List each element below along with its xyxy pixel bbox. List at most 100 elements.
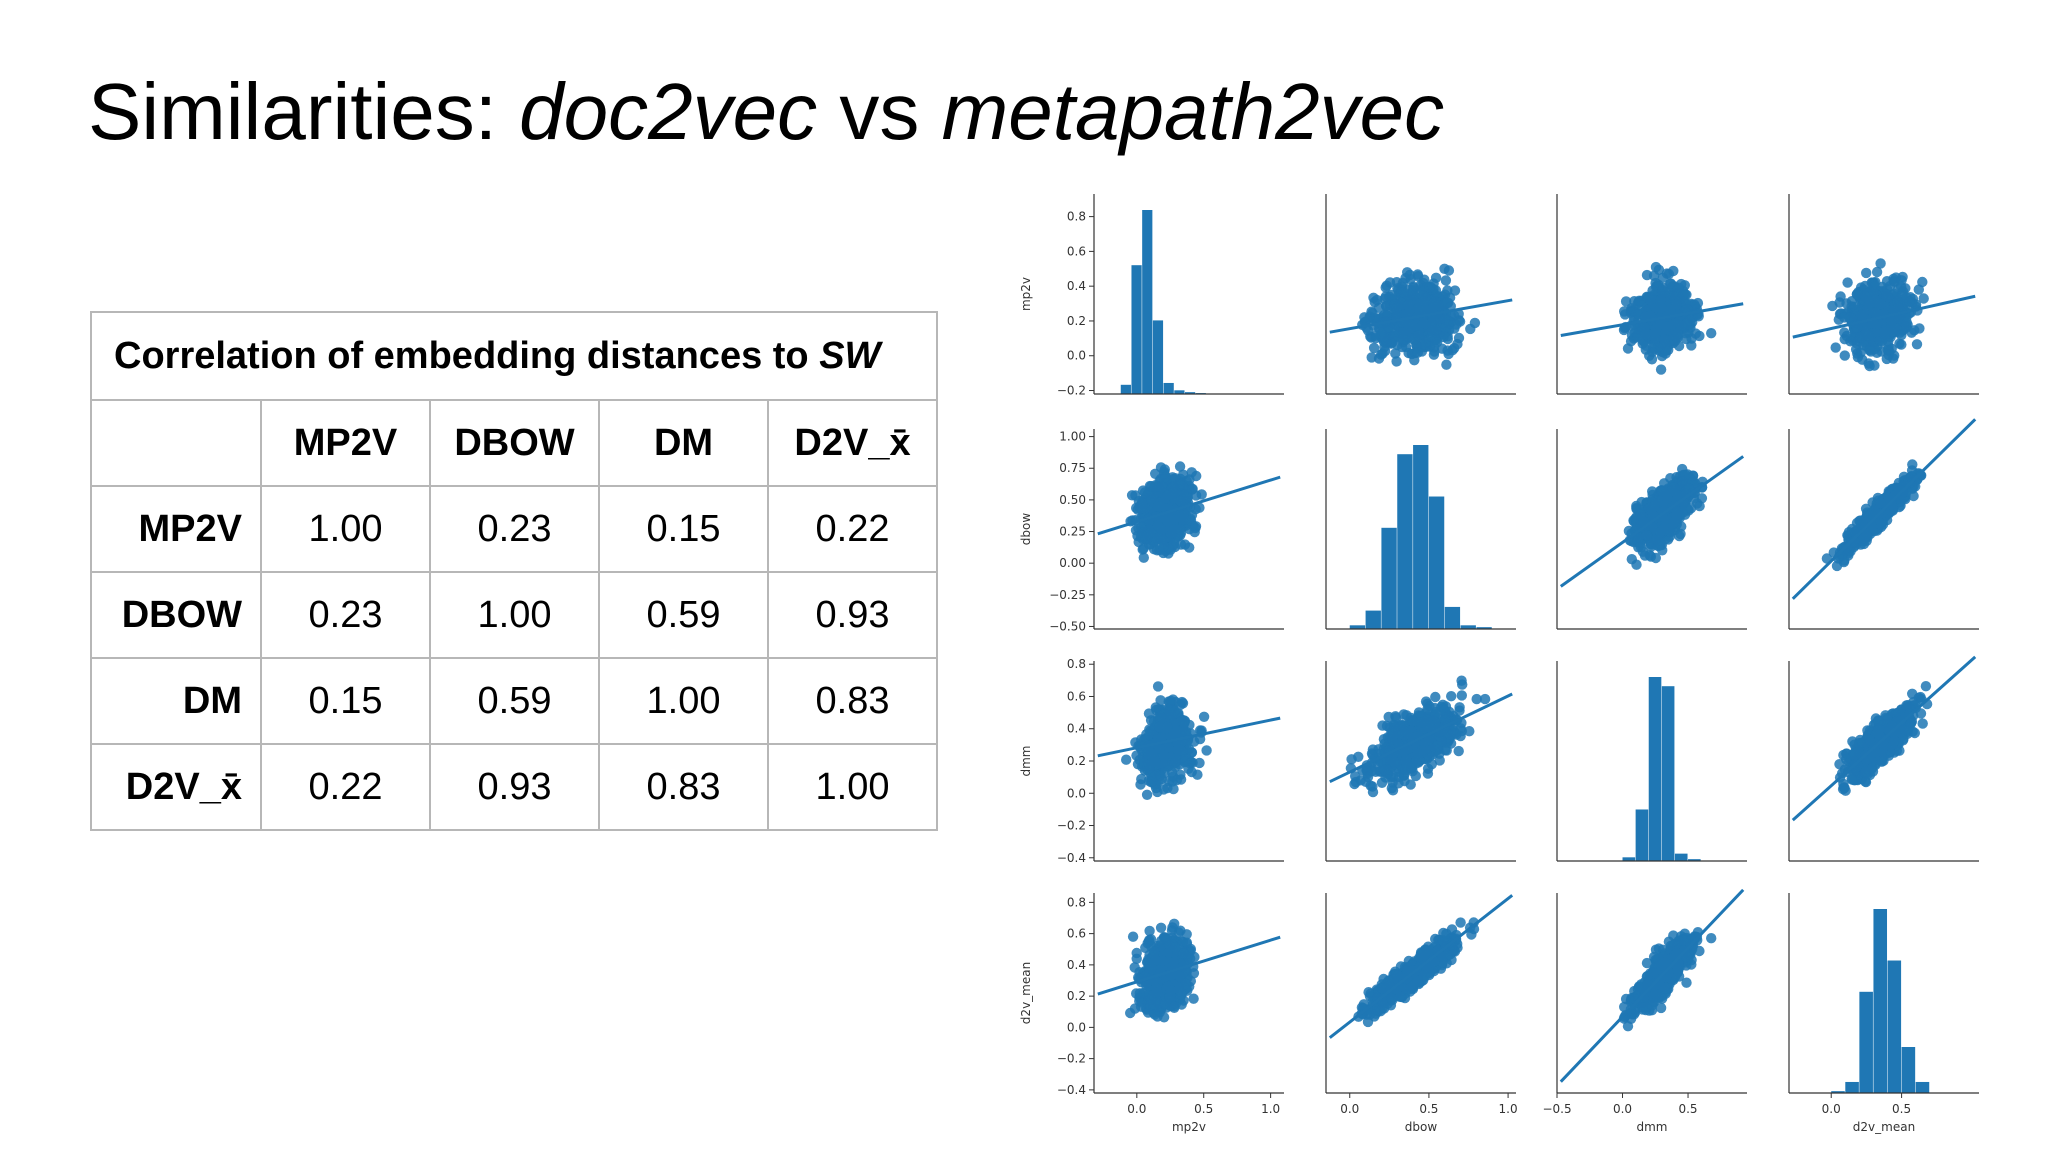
histogram-bar: [1397, 454, 1413, 629]
table-caption: Correlation of embedding distances to SW: [89, 311, 939, 401]
correlation-table: Correlation of embedding distances to SW…: [89, 311, 939, 831]
row-header: DBOW: [90, 571, 262, 659]
scatter-point: [1172, 744, 1184, 755]
histogram-bar: [1349, 625, 1366, 629]
scatter-point: [1431, 740, 1443, 752]
scatter-point: [1830, 342, 1841, 353]
y-tick-label: 0.0: [1067, 349, 1086, 363]
scatter-point: [1368, 342, 1380, 354]
scatter-point: [1858, 340, 1869, 351]
scatter-point: [1442, 345, 1453, 356]
scatter-point: [1881, 353, 1892, 365]
scatter-point: [1384, 277, 1396, 288]
panel-dmm-vs-d2v_mean: [1788, 655, 1979, 862]
scatter-point: [1390, 712, 1402, 723]
y-tick-label: 0.4: [1067, 279, 1086, 293]
y-tick-label: 0.4: [1067, 722, 1086, 736]
scatter-point: [1897, 735, 1909, 746]
scatter-point: [1881, 289, 1892, 300]
histogram-bar: [1635, 809, 1649, 861]
scatter-point: [1405, 779, 1416, 790]
scatter-points: [1125, 918, 1200, 1023]
scatter-point: [1167, 776, 1178, 787]
scatter-point: [1390, 348, 1401, 359]
scatter-point: [1135, 779, 1146, 790]
scatter-point: [1430, 272, 1442, 283]
table-cell: 0.93: [429, 743, 600, 831]
scatter-point: [1138, 552, 1149, 563]
scatter-point: [1359, 312, 1370, 323]
y-axis-label: mp2v: [1019, 277, 1033, 311]
regression-line: [1329, 692, 1513, 784]
scatter-point: [1875, 298, 1886, 310]
scatter-point: [1649, 328, 1660, 339]
scatter-point: [1641, 269, 1653, 281]
scatter-point: [1881, 276, 1893, 287]
scatter-point: [1693, 311, 1704, 322]
table-corner-cell: [90, 399, 262, 487]
scatter-point: [1895, 281, 1907, 292]
scatter-point: [1465, 323, 1476, 335]
scatter-point: [1663, 319, 1674, 330]
pairplot-chart: −0.20.00.20.40.60.8mp2v−0.50−0.250.000.2…: [1019, 194, 1979, 1134]
scatter-point: [1633, 295, 1645, 306]
scatter-point: [1139, 487, 1151, 498]
y-tick-label: −0.4: [1057, 851, 1086, 865]
scatter-point: [1389, 722, 1401, 733]
column-header: MP2V: [260, 399, 431, 487]
title-vs: vs: [817, 67, 942, 156]
column-header: DBOW: [429, 399, 600, 487]
scatter-point: [1176, 696, 1188, 708]
scatter-point: [1360, 776, 1371, 787]
scatter-point: [1641, 340, 1652, 351]
panel-dbow-vs-dmm: [1556, 429, 1747, 630]
table-cell: 0.15: [598, 485, 769, 573]
histogram-bar: [1622, 857, 1636, 861]
scatter-point: [1893, 302, 1904, 313]
table-cell: 0.93: [766, 571, 939, 659]
table-cell: 1.00: [429, 571, 600, 659]
scatter-point: [1842, 277, 1853, 288]
scatter-point: [1164, 697, 1175, 708]
scatter-point: [1652, 535, 1664, 546]
histogram-bar: [1460, 625, 1476, 629]
scatter-point: [1154, 742, 1165, 754]
y-tick-label: 0.8: [1067, 657, 1086, 671]
scatter-point: [1367, 744, 1379, 755]
table-caption-row: Correlation of embedding distances to SW: [89, 311, 939, 401]
scatter-point: [1376, 766, 1387, 777]
scatter-point: [1857, 354, 1868, 365]
scatter-points: [1357, 263, 1481, 370]
table-cell: 0.15: [260, 657, 431, 745]
title-prefix: Similarities:: [88, 67, 520, 156]
histogram-bar: [1428, 496, 1445, 629]
scatter-point: [1887, 326, 1898, 337]
scatter-point: [1619, 309, 1631, 320]
scatter-point: [1391, 356, 1402, 367]
scatter-point: [1126, 490, 1138, 501]
scatter-point: [1906, 716, 1918, 727]
scatter-point: [1677, 476, 1688, 487]
scatter-point: [1201, 745, 1212, 756]
regression-line: [1097, 716, 1281, 758]
scatter-point: [1441, 359, 1452, 370]
scatter-point: [1350, 776, 1362, 788]
scatter-point: [1150, 468, 1161, 479]
scatter-point: [1439, 263, 1450, 274]
scatter-point: [1647, 285, 1658, 296]
scatter-point: [1841, 330, 1852, 342]
scatter-point: [1692, 297, 1704, 309]
scatter-point: [1194, 757, 1205, 769]
scatter-point: [1683, 483, 1695, 494]
scatter-point: [1863, 298, 1875, 309]
scatter-point: [1873, 715, 1884, 726]
regression-line: [1791, 418, 1977, 600]
scatter-point: [1397, 277, 1408, 289]
scatter-point: [1376, 328, 1387, 340]
scatter-point: [1685, 503, 1697, 514]
table-cell: 1.00: [598, 657, 769, 745]
scatter-point: [1913, 284, 1924, 295]
scatter-point: [1874, 730, 1885, 741]
regression-line: [1329, 298, 1513, 334]
histogram-bar: [1163, 382, 1174, 394]
